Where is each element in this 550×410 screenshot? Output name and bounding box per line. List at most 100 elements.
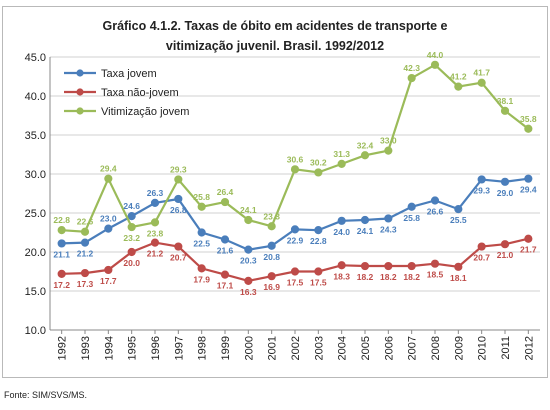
data-point bbox=[337, 216, 346, 225]
data-label: 24.6 bbox=[123, 201, 140, 211]
x-tick-label: 2008 bbox=[430, 336, 442, 360]
x-tick-label: 1999 bbox=[220, 336, 232, 360]
data-label: 21.2 bbox=[147, 249, 164, 259]
data-point bbox=[104, 174, 113, 183]
data-label: 18.2 bbox=[380, 272, 397, 282]
y-tick-label: 25.0 bbox=[25, 208, 46, 220]
data-point bbox=[80, 227, 90, 236]
data-label: 33.0 bbox=[380, 136, 397, 146]
legend-marker bbox=[76, 69, 84, 77]
x-tick-label: 1998 bbox=[197, 336, 209, 360]
data-label: 29.3 bbox=[170, 164, 187, 174]
x-tick-label: 1993 bbox=[80, 336, 92, 360]
legend-marker bbox=[76, 88, 84, 96]
data-label: 18.1 bbox=[450, 273, 467, 283]
data-point bbox=[314, 168, 323, 177]
data-label: 26.3 bbox=[147, 188, 164, 198]
data-label: 44.0 bbox=[427, 50, 444, 60]
data-point bbox=[197, 202, 206, 211]
data-point bbox=[337, 159, 346, 168]
data-point bbox=[174, 175, 183, 184]
data-label: 23.8 bbox=[147, 228, 164, 238]
data-point bbox=[500, 240, 510, 249]
x-tick-label: 1992 bbox=[57, 336, 69, 360]
data-label: 16.9 bbox=[263, 282, 280, 292]
data-label: 17.2 bbox=[53, 280, 70, 290]
data-point bbox=[220, 235, 230, 244]
data-label: 18.2 bbox=[403, 272, 420, 282]
data-point bbox=[407, 202, 416, 211]
y-tick-label: 20.0 bbox=[25, 247, 46, 259]
data-label: 25.8 bbox=[193, 192, 210, 202]
x-tick-label: 2007 bbox=[407, 336, 419, 360]
data-label: 31.3 bbox=[333, 149, 350, 159]
data-label: 32.4 bbox=[357, 140, 374, 150]
data-label: 29.3 bbox=[473, 185, 490, 195]
data-label: 21.6 bbox=[217, 246, 234, 256]
data-point bbox=[360, 261, 370, 271]
data-label: 25.5 bbox=[450, 215, 467, 225]
data-point bbox=[360, 215, 370, 225]
data-label: 20.7 bbox=[473, 253, 490, 263]
data-point bbox=[80, 238, 90, 247]
data-label: 22.8 bbox=[310, 236, 327, 246]
data-point bbox=[500, 106, 510, 115]
data-point bbox=[244, 215, 253, 225]
chart-title-line-1: Gráfico 4.1.2. Taxas de óbito em acident… bbox=[102, 19, 447, 33]
data-label: 21.7 bbox=[520, 245, 537, 255]
data-point bbox=[267, 222, 276, 231]
data-point bbox=[384, 214, 393, 223]
data-label: 17.9 bbox=[193, 274, 210, 284]
x-tick-label: 2005 bbox=[360, 336, 372, 360]
data-point bbox=[384, 261, 393, 271]
data-point bbox=[524, 174, 533, 183]
data-label: 18.5 bbox=[427, 270, 444, 280]
x-tick-label: 2001 bbox=[267, 336, 279, 360]
data-label: 17.5 bbox=[287, 278, 304, 288]
data-label: 22.6 bbox=[77, 217, 94, 227]
data-point bbox=[477, 175, 486, 184]
legend-label: Taxa não-jovem bbox=[101, 87, 179, 99]
data-label: 20.3 bbox=[240, 256, 257, 266]
data-point bbox=[267, 272, 276, 281]
data-label: 24.1 bbox=[240, 205, 257, 215]
y-tick-label: 15.0 bbox=[25, 286, 46, 298]
data-point bbox=[407, 261, 416, 271]
data-label: 20.8 bbox=[263, 252, 280, 262]
data-point bbox=[524, 124, 533, 133]
data-point bbox=[477, 78, 486, 87]
data-label: 42.3 bbox=[403, 63, 420, 73]
data-point bbox=[314, 226, 323, 235]
data-label: 23.0 bbox=[100, 214, 117, 224]
data-point bbox=[290, 225, 300, 234]
data-point bbox=[477, 242, 486, 251]
data-label: 35.8 bbox=[520, 114, 537, 124]
data-label: 21.1 bbox=[53, 249, 70, 259]
data-label: 26.4 bbox=[217, 187, 234, 197]
source-note: Fonte: SIM/SVS/MS. bbox=[4, 390, 88, 400]
data-point bbox=[244, 276, 253, 285]
data-label: 23.2 bbox=[123, 233, 140, 243]
data-label: 26.6 bbox=[427, 207, 444, 217]
x-tick-label: 2011 bbox=[500, 336, 512, 360]
data-label: 23.3 bbox=[263, 211, 280, 221]
data-label: 16.3 bbox=[240, 287, 257, 297]
data-point bbox=[454, 82, 463, 91]
data-label: 17.3 bbox=[77, 279, 94, 289]
data-point bbox=[104, 224, 113, 233]
data-point bbox=[80, 268, 90, 278]
data-point bbox=[127, 222, 136, 232]
x-tick-label: 2004 bbox=[337, 336, 349, 360]
data-label: 29.4 bbox=[520, 185, 537, 195]
data-point bbox=[384, 146, 393, 155]
data-point bbox=[197, 228, 206, 237]
data-point bbox=[127, 212, 136, 221]
data-label: 21.2 bbox=[77, 249, 94, 259]
x-tick-label: 2012 bbox=[523, 336, 535, 360]
data-point bbox=[430, 60, 440, 69]
legend-label: Taxa jovem bbox=[101, 68, 157, 80]
data-label: 30.2 bbox=[310, 157, 327, 167]
data-point bbox=[430, 259, 440, 268]
x-tick-label: 2002 bbox=[290, 336, 302, 360]
